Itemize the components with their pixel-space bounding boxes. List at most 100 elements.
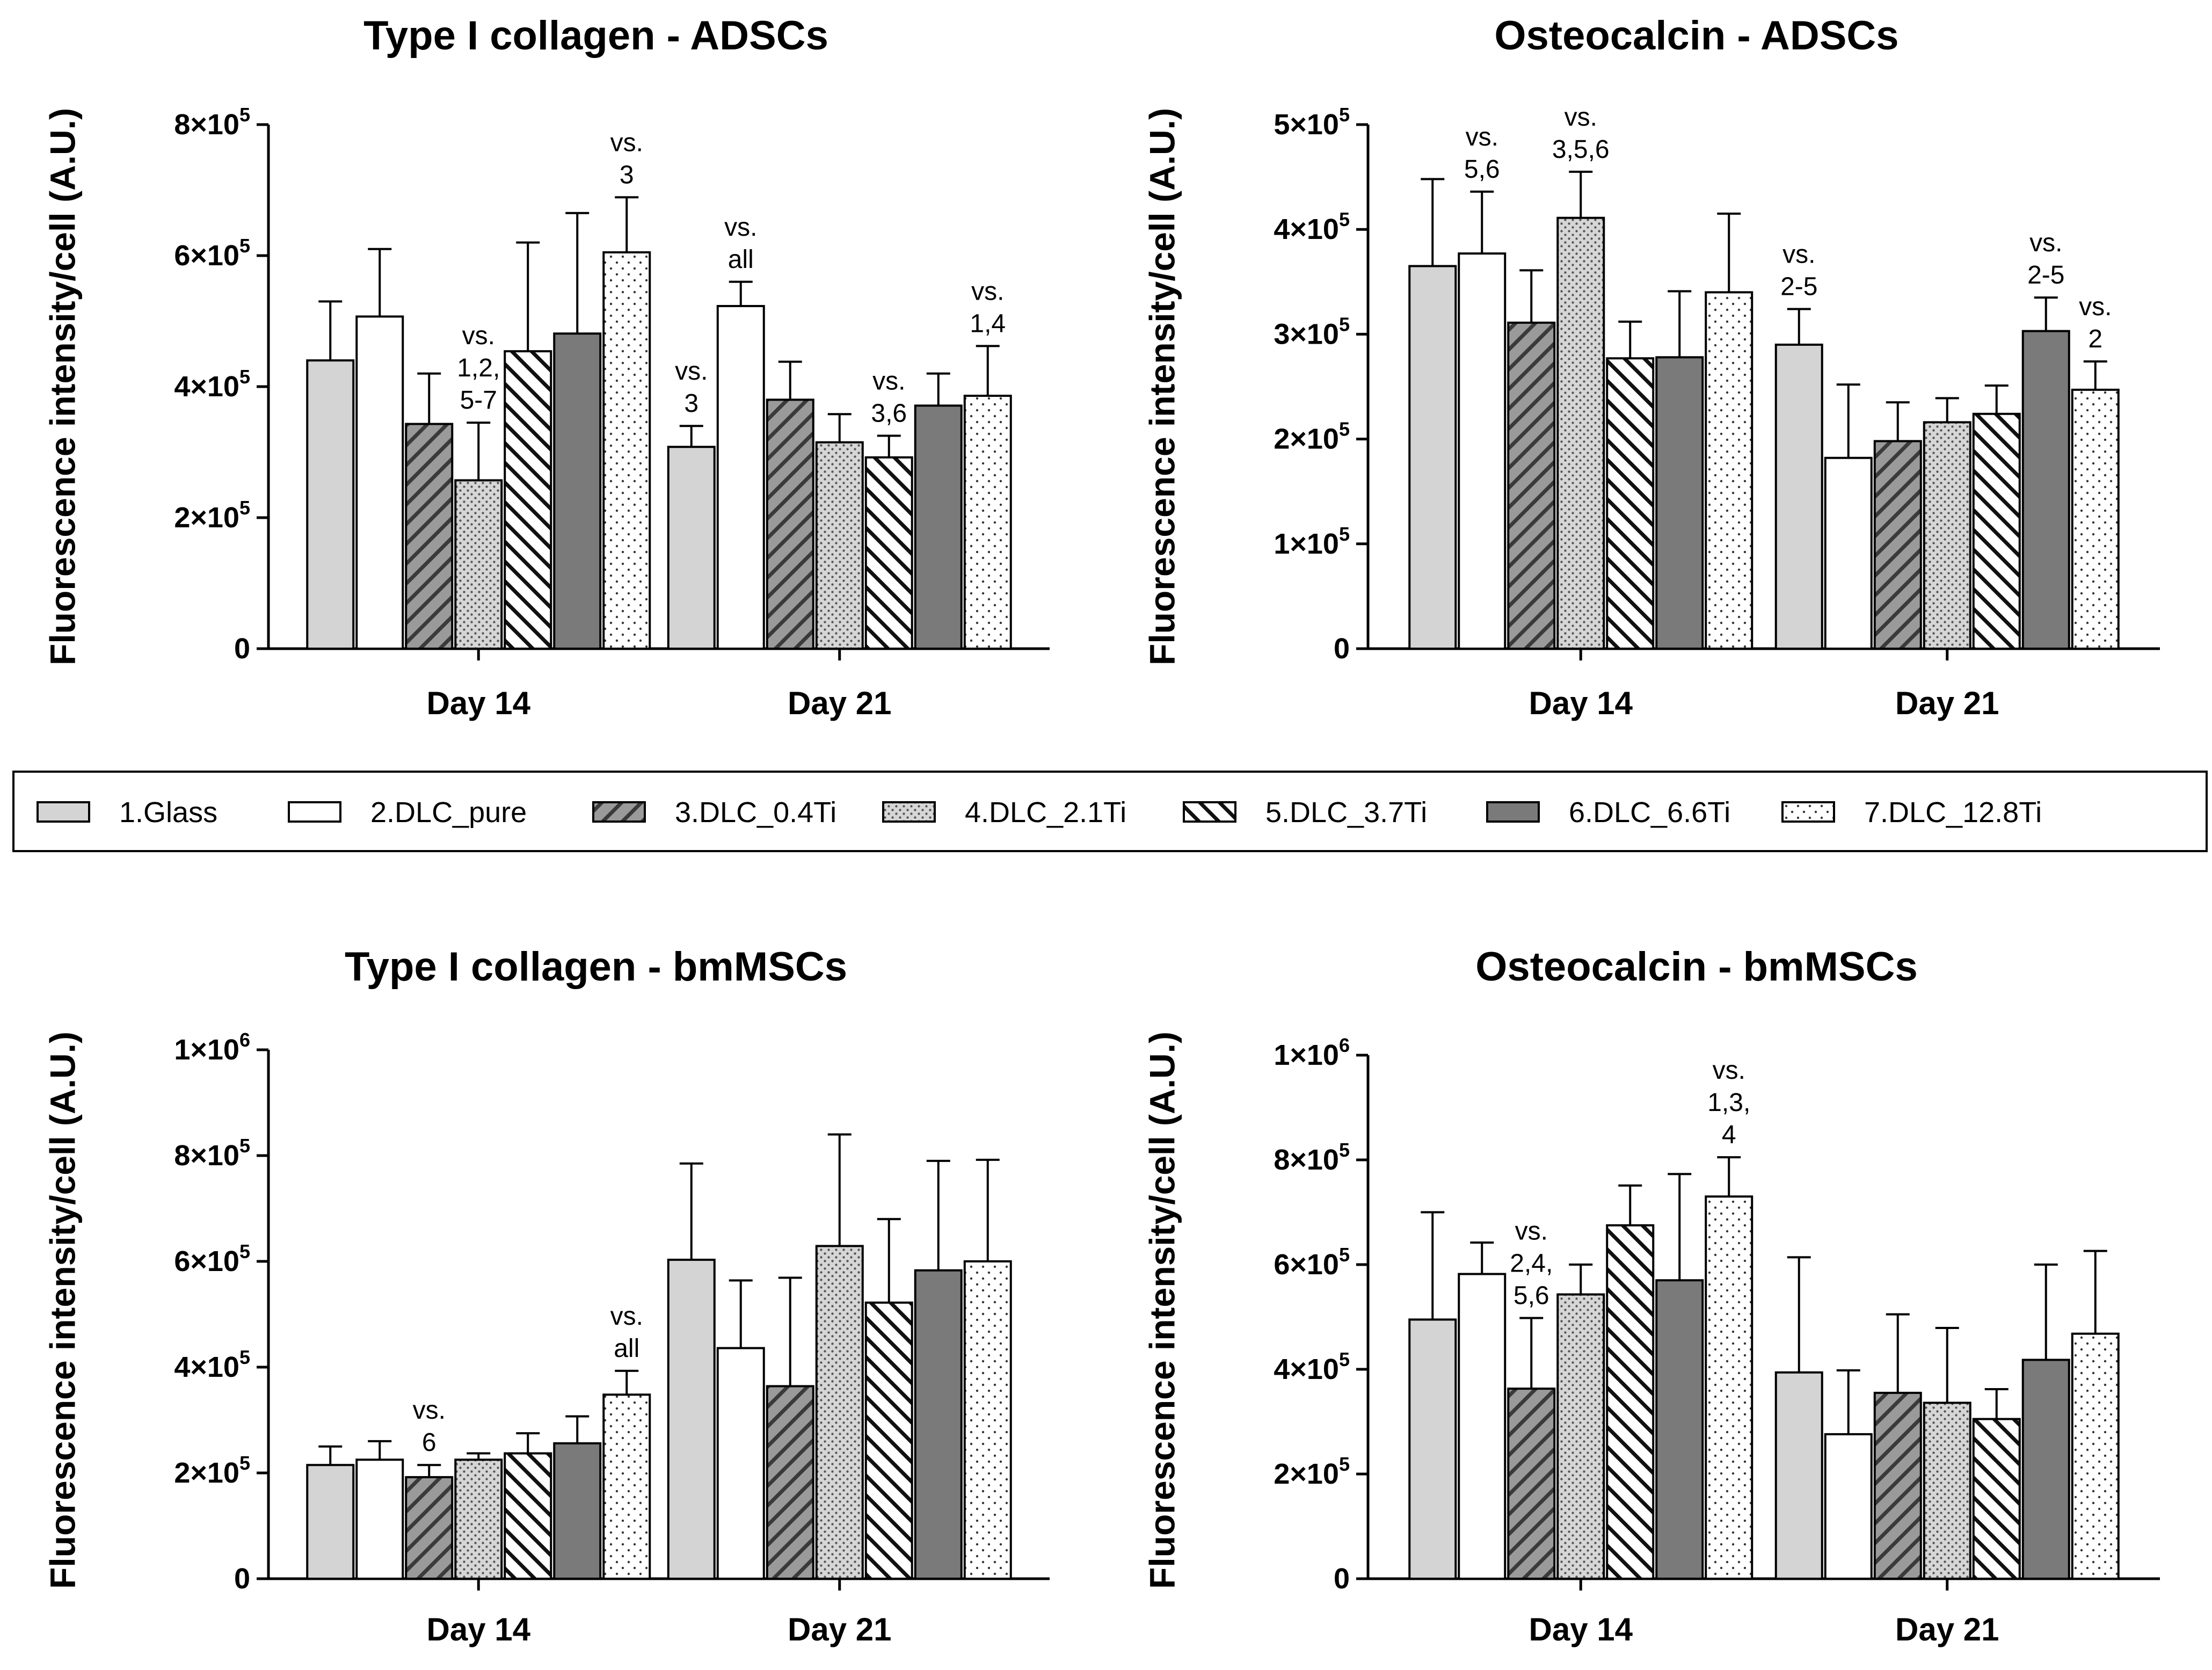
x-category-label: Day 14 [1529,1611,1633,1647]
bar-6-dlc-6-6ti [2021,330,2070,650]
legend-swatch [1781,801,1835,823]
bar-5-dlc-3-7ti [504,350,552,650]
legend-label: 7.DLC_12.8Ti [1864,796,2042,829]
bar-5-dlc-3-7ti [1972,412,2021,650]
significance-annotation: 2,4, [1510,1249,1553,1277]
significance-annotation: 1,2, [457,354,500,382]
bar-4-dlc-2-1ti [1923,421,1971,650]
y-tick-label: 3×105 [1274,313,1350,350]
legend-swatch [592,801,646,823]
significance-annotation: 5,6 [1464,155,1500,184]
chart-osteocalcin-bmmscs: Osteocalcin - bmMSCs Fluorescence intensi… [1142,944,2160,1647]
y-tick-label: 0 [234,1563,250,1595]
legend-label: 3.DLC_0.4Ti [675,796,836,829]
significance-annotation: 3,5,6 [1552,135,1610,164]
legend-box [12,771,2208,852]
bar-2-dlc-pure [1824,456,1873,650]
significance-annotation: vs. [971,277,1004,306]
significance-annotation: 1,4 [970,309,1006,338]
bar-1-glass [1408,1318,1457,1580]
significance-annotation: 2-5 [2027,261,2064,289]
x-category-label: Day 21 [788,685,891,721]
x-category-label: Day 21 [1895,1611,1999,1647]
bar-3-dlc-0-4ti [405,423,454,650]
y-tick-label: 0 [1334,633,1350,665]
y-tick-label: 4×105 [1274,208,1350,245]
bar-5-dlc-3-7ti [1606,1224,1655,1580]
legend-label: 1.Glass [119,796,217,829]
legend-swatch [1183,801,1236,823]
bar-3-dlc-0-4ti [1507,321,1556,650]
bar-7-dlc-12-8ti [602,1393,651,1580]
significance-annotation: 5-7 [460,386,497,415]
bar-2-dlc-pure [716,304,765,650]
bar-5-dlc-3-7ti [1972,1418,2021,1580]
bar-2-dlc-pure [716,1347,765,1580]
y-tick-label: 1×105 [1274,523,1350,560]
significance-annotation: vs. [1515,1217,1548,1245]
y-tick-label: 8×105 [1274,1139,1350,1176]
x-category-label: Day 14 [427,685,531,721]
significance-annotation: vs. [2029,229,2062,257]
bar-1-glass [1774,1371,1823,1580]
y-tick-label: 1×106 [174,1029,250,1066]
y-axis-label: Fluorescence intensity/cell (A.U.) [42,1032,82,1589]
y-tick-label: 4×105 [174,366,250,403]
bar-6-dlc-6-6ti [914,1269,963,1580]
bar-4-dlc-2-1ti [815,1245,864,1580]
bar-4-dlc-2-1ti [1923,1402,1971,1580]
legend-label: 2.DLC_pure [370,796,527,829]
significance-annotation: 4 [1722,1121,1736,1149]
bar-1-glass [667,446,716,650]
bar-6-dlc-6-6ti [914,404,963,650]
significance-annotation: vs. [1782,241,1815,269]
y-axis-label: Fluorescence intensity/cell (A.U.) [1142,108,1182,665]
significance-annotation: 3 [684,389,698,418]
significance-annotation: vs. [1565,103,1597,132]
bar-5-dlc-3-7ti [504,1452,552,1580]
bar-4-dlc-2-1ti [454,479,503,650]
significance-annotation: 1,3, [1707,1088,1750,1117]
bar-3-dlc-0-4ti [1873,1391,1922,1580]
bar-2-dlc-pure [355,1458,404,1580]
bar-7-dlc-12-8ti [963,1260,1012,1580]
bar-7-dlc-12-8ti [602,251,651,650]
y-tick-label: 6×105 [1274,1244,1350,1281]
significance-annotation: 3,6 [871,400,907,428]
bar-6-dlc-6-6ti [2021,1359,2070,1580]
significance-annotation: vs. [675,357,708,386]
bar-6-dlc-6-6ti [553,1442,602,1580]
bar-7-dlc-12-8ti [2071,388,2120,650]
y-tick-label: 2×105 [1274,1453,1350,1490]
y-tick-label: 6×105 [174,1240,250,1277]
bar-6-dlc-6-6ti [553,332,602,650]
bar-2-dlc-pure [1458,1273,1507,1580]
bar-1-glass [306,359,355,650]
bar-4-dlc-2-1ti [815,441,864,650]
bar-1-glass [1774,343,1823,650]
significance-annotation: vs. [1713,1056,1745,1085]
significance-annotation: 3 [620,161,634,189]
bar-1-glass [306,1464,355,1580]
significance-annotation: 2 [2088,325,2102,353]
y-tick-label: 2×105 [174,1452,250,1489]
legend-swatch [882,801,936,823]
significance-annotation: vs. [462,322,495,350]
y-tick-label: 2×105 [1274,418,1350,455]
bar-5-dlc-3-7ti [1606,357,1655,650]
bar-1-glass [667,1259,716,1580]
bar-3-dlc-0-4ti [766,398,814,650]
bar-7-dlc-12-8ti [2071,1332,2120,1580]
significance-annotation: all [614,1334,639,1363]
bar-3-dlc-0-4ti [766,1385,814,1580]
chart-osteocalcin-adscs: Osteocalcin - ADSCs Fluorescence intensit… [1142,13,2160,721]
significance-annotation: vs. [724,213,757,242]
bar-4-dlc-2-1ti [1556,216,1605,650]
x-category-label: Day 14 [427,1611,531,1647]
x-category-label: Day 21 [788,1611,891,1647]
y-tick-label: 2×105 [174,497,250,534]
x-category-label: Day 21 [1895,685,1999,721]
bar-2-dlc-pure [355,315,404,650]
bar-5-dlc-3-7ti [864,1301,913,1580]
